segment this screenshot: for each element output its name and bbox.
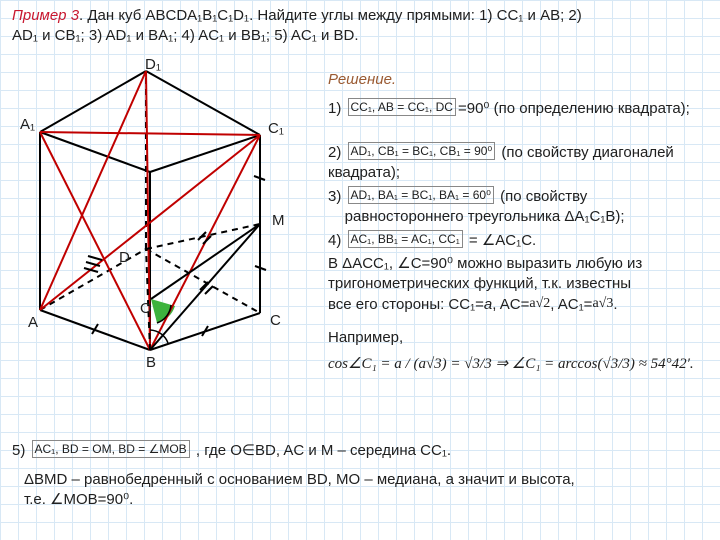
ans4-line3a: все его стороны: CC₁= <box>328 296 484 313</box>
label-B: B <box>146 354 156 371</box>
ans4-line3d: . <box>613 296 617 313</box>
ans4-line3c: , AC₁= <box>550 296 592 313</box>
example-label: Пример 3 <box>12 7 79 24</box>
ans5-line2: т.е. ∠MOB=90⁰. <box>24 491 133 508</box>
solution-heading: Решение. <box>328 70 396 90</box>
ans5-line1: ΔBMD – равнобедренный с основанием BD, M… <box>24 471 575 488</box>
answer-2: 2) AD₁, CB₁ = BC₁, CB₁ = 90⁰ (по свойств… <box>328 142 708 184</box>
ans4-line2: тригонометрических функций, т.к. известн… <box>328 275 631 292</box>
label-D1: D₁ <box>145 56 161 73</box>
ans1-prefix: 1) <box>328 100 346 117</box>
example-word: Например, <box>328 328 403 348</box>
ans3-line2: равностороннего треугольника ΔA₁C₁B); <box>345 208 625 225</box>
answer-4: 4) AC₁, BB₁ = AC₁, CC₁ = ∠AC₁C. <box>328 230 713 251</box>
problem-statement: Пример 3. Дан куб ABCDA₁B₁C₁D₁. Найдите … <box>12 6 712 47</box>
answer-5-body: ΔBMD – равнобедренный с основанием BD, M… <box>24 470 714 511</box>
label-A1: A₁ <box>20 116 35 133</box>
ans4-a-italic: a <box>484 296 492 313</box>
ans2-prefix: 2) <box>328 144 346 161</box>
ans3-suffix: (по свойству <box>496 188 587 205</box>
answer-4-body: В ΔACC₁, ∠C=90⁰ можно выразить любую из … <box>328 254 718 315</box>
problem-line1: . Дан куб ABCDA₁B₁C₁D₁. Найдите углы меж… <box>79 7 582 24</box>
label-C: C <box>270 312 281 329</box>
label-D: D <box>119 249 130 266</box>
cos-formula: cos∠C₁ = a / (a√3) = √3/3 ⇒ ∠C₁ = arccos… <box>328 354 713 374</box>
ans4-prefix: 4) <box>328 232 346 249</box>
answer-1: 1) CC₁, AB = CC₁, DC=90⁰ (по определению… <box>328 98 708 119</box>
answer-5: 5) AC₁, BD = OM, BD = ∠MOB , где O∈BD, A… <box>12 440 712 461</box>
label-M: M <box>272 212 285 229</box>
formula-1: CC₁, AB = CC₁, DC <box>348 98 456 116</box>
formula-ac: a√2 <box>529 295 550 314</box>
label-A: A <box>28 314 38 331</box>
ans4-line3b: , AC= <box>492 296 529 313</box>
cube-diagram <box>10 50 310 380</box>
formula-ac1: a√3 <box>592 295 613 314</box>
formula-5: AC₁, BD = OM, BD = ∠MOB <box>32 440 190 458</box>
ans4-line1: В ΔACC₁, ∠C=90⁰ можно выразить любую из <box>328 255 642 272</box>
ans4-suffix: = ∠AC₁C. <box>465 232 536 249</box>
label-C1: C₁ <box>268 120 284 137</box>
problem-line2: AD₁ и CB₁; 3) AD₁ и BA₁; 4) AC₁ и BB₁; 5… <box>12 27 359 44</box>
formula-2: AD₁, CB₁ = BC₁, CB₁ = 90⁰ <box>348 142 496 160</box>
ans5-suffix: , где O∈BD, AC и M – середина CC₁. <box>192 442 451 459</box>
ans3-prefix: 3) <box>328 188 346 205</box>
ans5-prefix: 5) <box>12 442 30 459</box>
formula-4: AC₁, BB₁ = AC₁, CC₁ <box>348 230 463 248</box>
ans1-suffix: =90⁰ (по определению квадрата); <box>458 100 690 117</box>
answer-3: 3) AD₁, BA₁ = BC₁, BA₁ = 60⁰ (по свойств… <box>328 186 708 228</box>
label-O: O <box>140 300 152 317</box>
formula-3: AD₁, BA₁ = BC₁, BA₁ = 60⁰ <box>348 186 494 204</box>
